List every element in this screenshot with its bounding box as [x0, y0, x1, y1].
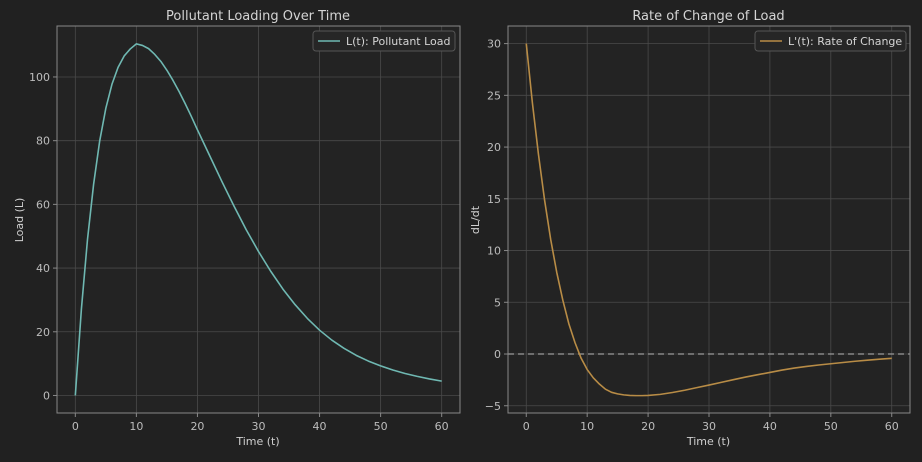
- x-axis-label-right: Time (t): [686, 435, 730, 448]
- tick-label-x-right: 0: [523, 420, 530, 433]
- legend-box-right: [754, 30, 907, 52]
- tick-label-x-left: 50: [374, 420, 388, 433]
- tick-label-x-left: 30: [252, 420, 266, 433]
- tick-label-x-left: 0: [72, 420, 79, 433]
- chart-pollutant-load: 0 10 20 30 40 50 60 0 20 40 60 80 100: [29, 25, 461, 433]
- tick-label-x-left: 10: [129, 420, 143, 433]
- y-axis-label-left: Load (L): [13, 198, 26, 243]
- tick-label-x-right: 30: [702, 420, 716, 433]
- chart-rate-of-change: 0 10 20 30 40 50 60 −5 0 5 10 15 20 25 30: [485, 25, 911, 433]
- tick-label-y-right: 10: [487, 245, 501, 258]
- tick-label-y-right: 30: [487, 38, 501, 51]
- tick-label-y-left: 0: [43, 389, 50, 402]
- tick-label-x-right: 20: [641, 420, 655, 433]
- tick-label-x-right: 40: [763, 420, 777, 433]
- tick-label-y-right: 15: [487, 193, 501, 206]
- series-line-right: [525, 43, 892, 397]
- tick-label-y-right: 20: [487, 141, 501, 154]
- chart-title-right: Rate of Change of Load: [632, 9, 784, 24]
- tick-label-x-left: 20: [190, 420, 204, 433]
- legend-label-left: L(t): Pollutant Load: [346, 35, 451, 48]
- tick-label-y-left: 20: [36, 326, 50, 339]
- tick-label-x-right: 10: [580, 420, 594, 433]
- legend-right: L'(t): Rate of Change: [754, 30, 907, 52]
- y-axis-label-right: dL/dt: [469, 205, 482, 234]
- axes-frame-right: [507, 25, 911, 414]
- tick-label-y-right: 0: [494, 348, 501, 361]
- tick-label-y-left: 100: [29, 71, 50, 84]
- axes-frame-left: [56, 25, 461, 414]
- legend-box-left: [312, 30, 456, 52]
- tick-label-x-right: 50: [824, 420, 838, 433]
- legend-label-right: L'(t): Rate of Change: [788, 35, 902, 48]
- series-line-left: [74, 43, 442, 396]
- tick-label-y-left: 40: [36, 262, 50, 275]
- tick-label-x-left: 40: [313, 420, 327, 433]
- tick-label-x-left: 60: [435, 420, 449, 433]
- tick-label-y-right: 5: [494, 296, 501, 309]
- tick-label-y-left: 80: [36, 135, 50, 148]
- tick-label-y-left: 60: [36, 198, 50, 211]
- tick-label-y-right: −5: [485, 400, 501, 413]
- chart-title-left: Pollutant Loading Over Time: [166, 9, 350, 24]
- x-axis-label-left: Time (t): [235, 435, 279, 448]
- legend-left: L(t): Pollutant Load: [312, 30, 456, 52]
- tick-label-x-right: 60: [885, 420, 899, 433]
- tick-label-y-right: 25: [487, 89, 501, 102]
